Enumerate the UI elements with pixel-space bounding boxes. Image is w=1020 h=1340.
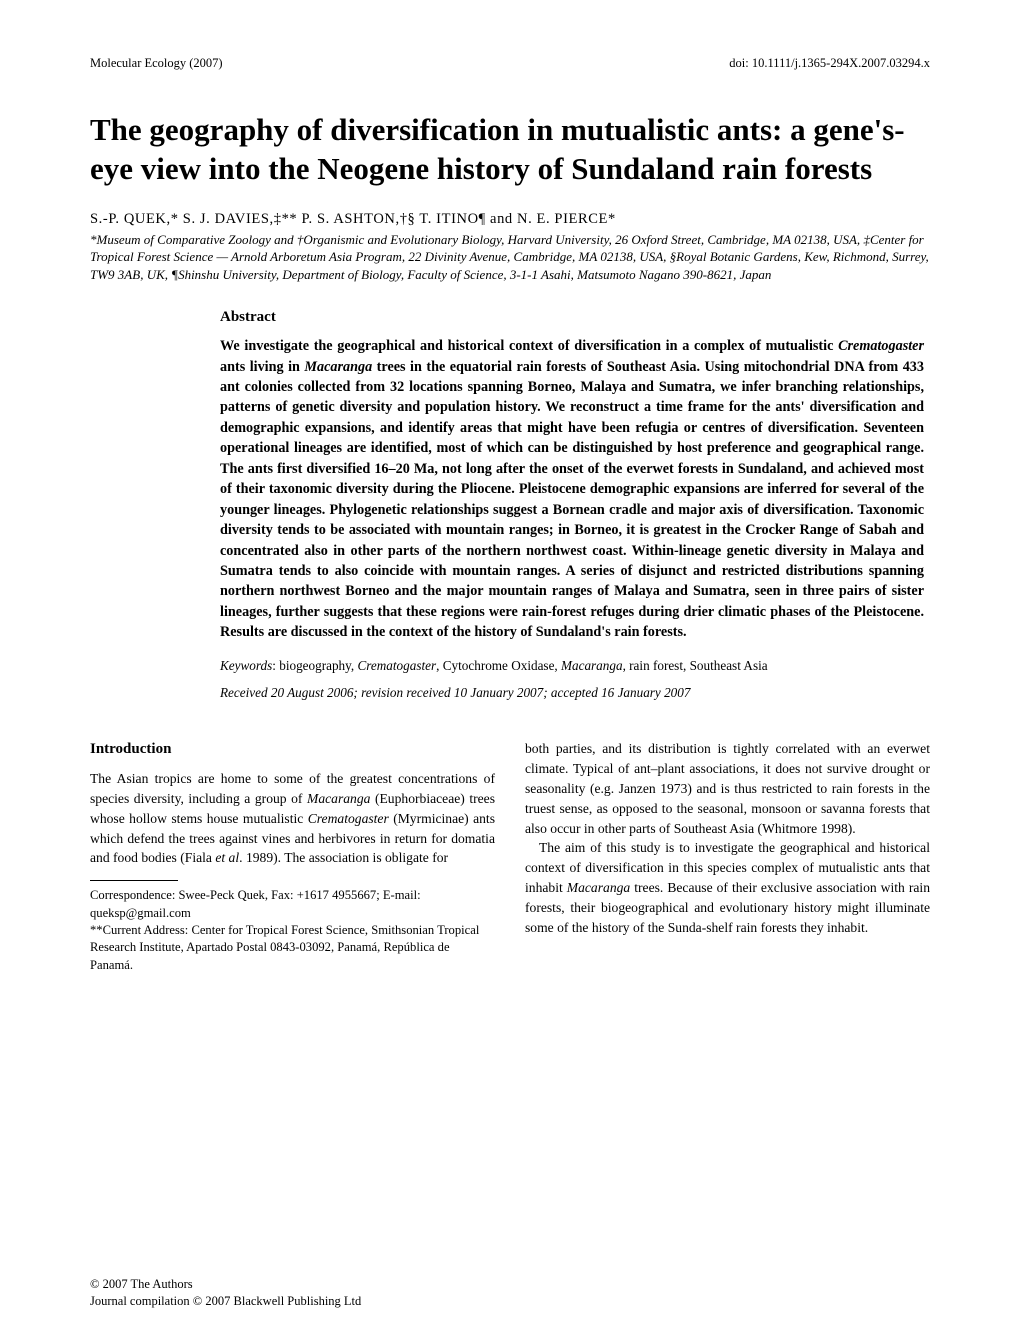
right-column: both parties, and its distribution is ti…	[525, 739, 930, 974]
affiliations: *Museum of Comparative Zoology and †Orga…	[90, 231, 930, 284]
page-footer: © 2007 The Authors Journal compilation ©…	[90, 1276, 361, 1310]
keywords-line: Keywords: biogeography, Crematogaster, C…	[220, 657, 924, 675]
copyright-line-2: Journal compilation © 2007 Blackwell Pub…	[90, 1293, 361, 1310]
article-title: The geography of diversification in mutu…	[90, 111, 930, 189]
journal-name: Molecular Ecology (2007)	[90, 56, 223, 71]
intro-para-right-1: both parties, and its distribution is ti…	[525, 739, 930, 838]
page: Molecular Ecology (2007) doi: 10.1111/j.…	[0, 0, 1020, 1012]
correspondence-line-1: Correspondence: Swee-Peck Quek, Fax: +16…	[90, 887, 495, 922]
keywords-label: Keywords	[220, 658, 272, 673]
intro-para-right-2: The aim of this study is to investigate …	[525, 838, 930, 937]
correspondence-line-2: **Current Address: Center for Tropical F…	[90, 922, 495, 974]
abstract-heading: Abstract	[220, 309, 924, 326]
correspondence-rule	[90, 880, 178, 881]
received-line: Received 20 August 2006; revision receiv…	[220, 685, 924, 701]
keywords-text: : biogeography, Crematogaster, Cytochrom…	[272, 658, 767, 673]
correspondence-block: Correspondence: Swee-Peck Quek, Fax: +16…	[90, 887, 495, 974]
doi: doi: 10.1111/j.1365-294X.2007.03294.x	[729, 56, 930, 71]
copyright-line-1: © 2007 The Authors	[90, 1276, 361, 1293]
intro-heading: Introduction	[90, 739, 495, 761]
abstract-block: Abstract We investigate the geographical…	[220, 309, 924, 701]
abstract-body: We investigate the geographical and hist…	[220, 336, 924, 643]
running-header: Molecular Ecology (2007) doi: 10.1111/j.…	[90, 56, 930, 71]
intro-para-left: The Asian tropics are home to some of th…	[90, 769, 495, 868]
author-list: S.-P. QUEK,* S. J. DAVIES,‡** P. S. ASHT…	[90, 211, 930, 228]
body-columns: Introduction The Asian tropics are home …	[90, 739, 930, 974]
left-column: Introduction The Asian tropics are home …	[90, 739, 495, 974]
